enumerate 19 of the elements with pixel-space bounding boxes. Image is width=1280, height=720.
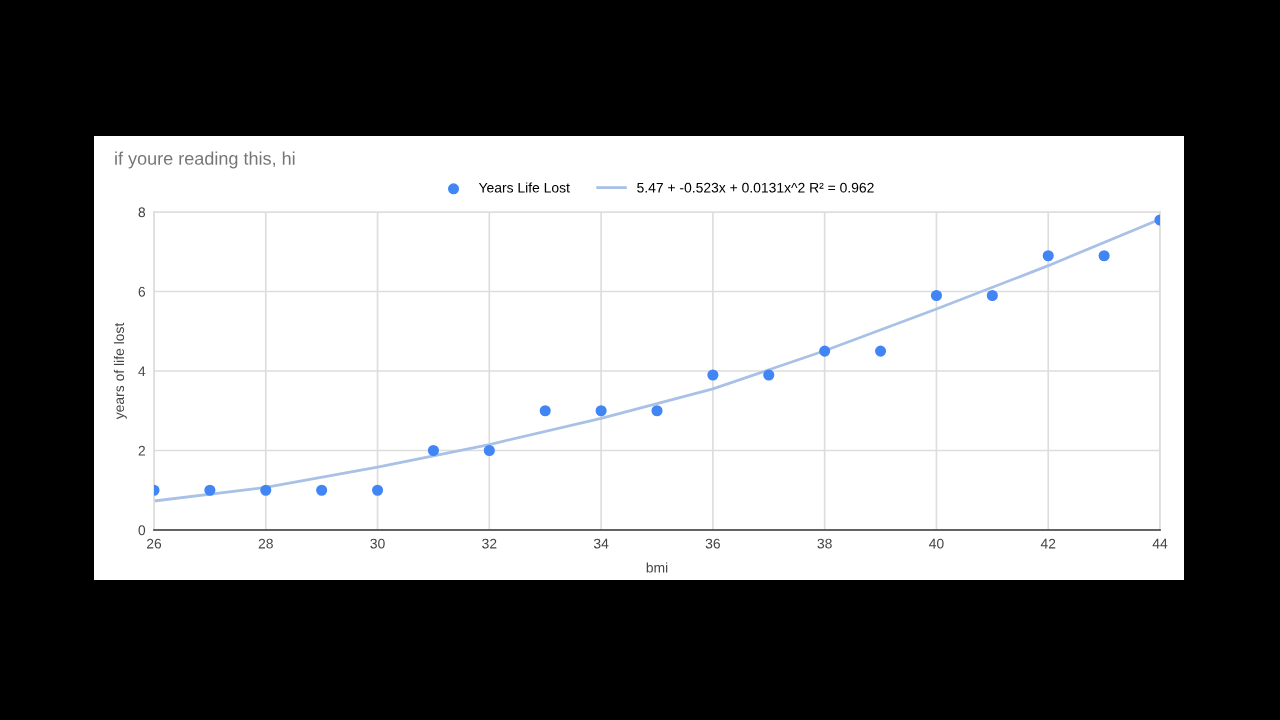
point (316, 484, 328, 496)
point (930, 289, 942, 302)
point (427, 444, 439, 457)
point (1042, 250, 1054, 262)
point (372, 484, 384, 496)
point (204, 484, 216, 496)
point (1098, 250, 1110, 262)
point (595, 405, 607, 417)
point (819, 345, 831, 357)
point (651, 405, 663, 417)
chart-title: if youre reading this, hi (115, 151, 295, 169)
point (986, 289, 998, 302)
point (483, 444, 495, 457)
point (260, 484, 272, 496)
line-series (154, 217, 1160, 503)
point (763, 369, 775, 381)
point (707, 369, 719, 381)
point (539, 405, 551, 417)
point (875, 345, 887, 357)
